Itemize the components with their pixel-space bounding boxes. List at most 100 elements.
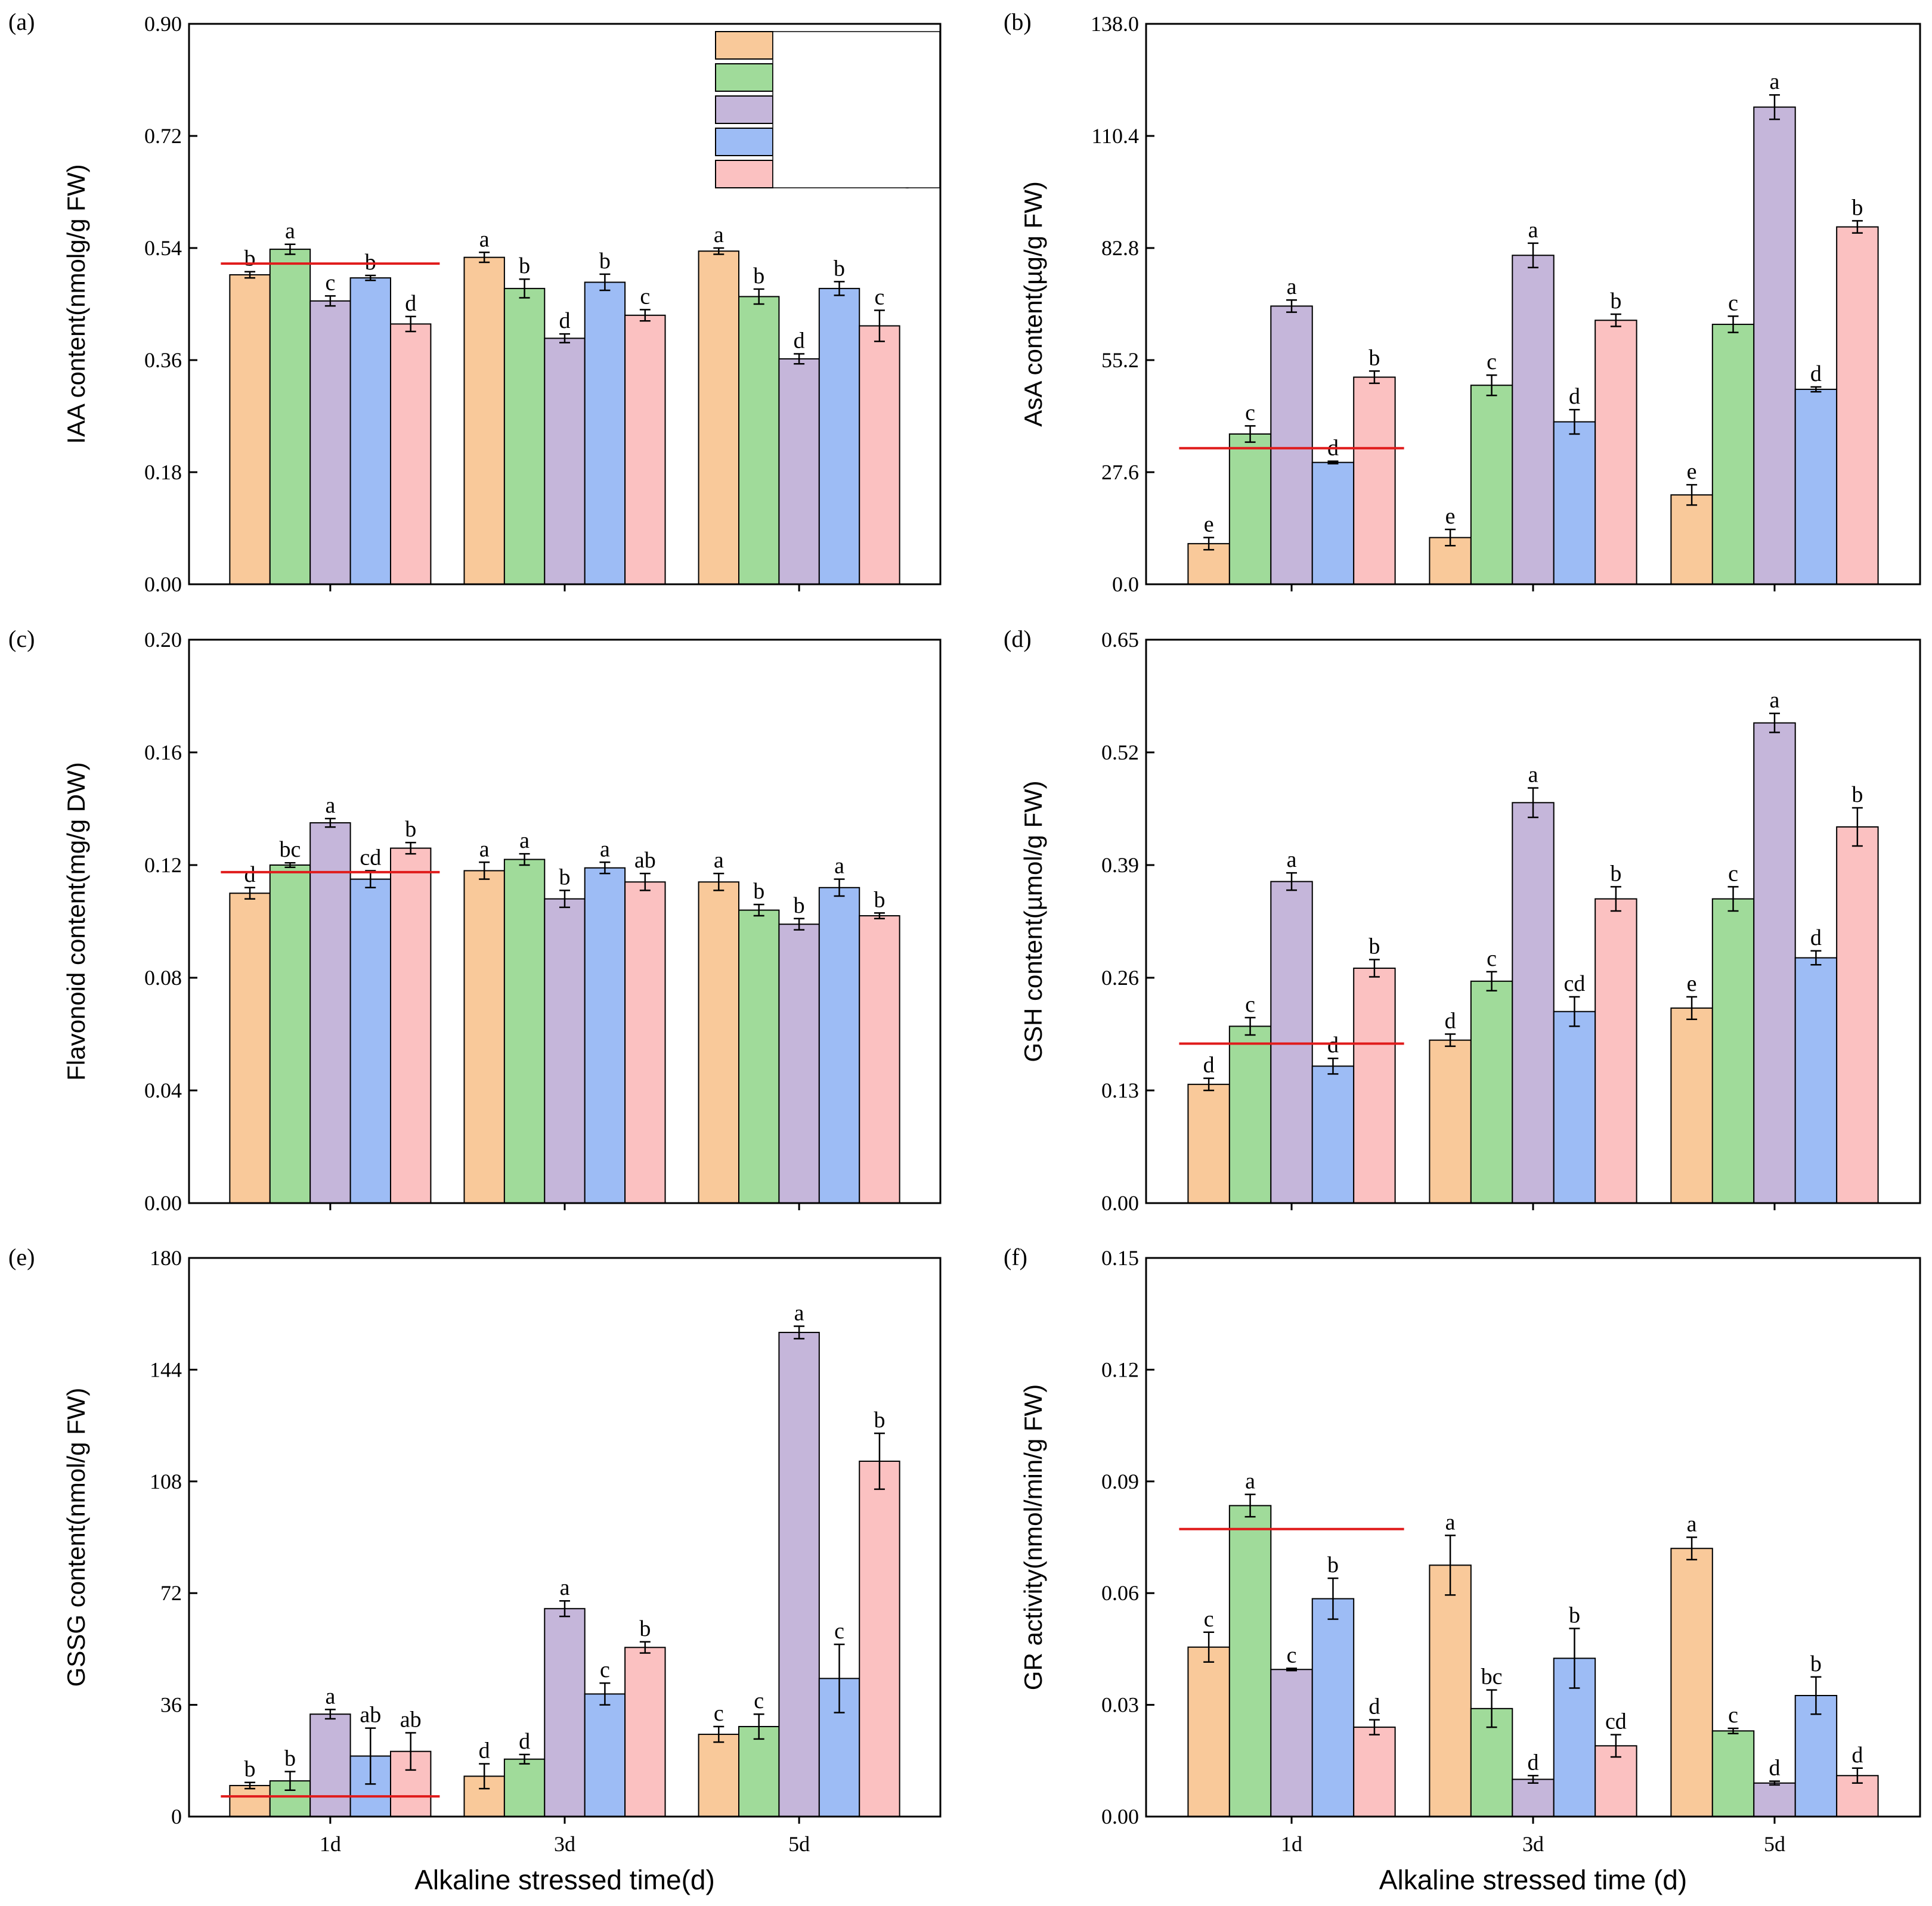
error-bar bbox=[1203, 1631, 1215, 1663]
significance-letter: a bbox=[600, 836, 610, 861]
panel-label: (b) bbox=[1004, 8, 1032, 35]
error-bar bbox=[324, 817, 336, 828]
bar bbox=[624, 881, 666, 1204]
bar bbox=[1836, 226, 1879, 585]
bar bbox=[389, 847, 432, 1204]
error-bar bbox=[1610, 1734, 1621, 1758]
x-tick-label: 1d bbox=[1281, 1832, 1302, 1856]
bar bbox=[1553, 421, 1596, 585]
error-bar bbox=[284, 1771, 296, 1792]
y-tick-label: 0.00 bbox=[144, 572, 182, 596]
y-tick-label: 0.36 bbox=[144, 348, 182, 372]
error-bar bbox=[324, 1709, 336, 1720]
significance-letter: d bbox=[1445, 1009, 1456, 1034]
significance-letter: c bbox=[1487, 946, 1497, 971]
error-bar bbox=[1769, 1780, 1780, 1786]
bar bbox=[503, 287, 546, 585]
y-tick-label: 0.15 bbox=[1101, 1246, 1139, 1270]
significance-letter: b bbox=[244, 246, 256, 271]
significance-letter: b bbox=[365, 250, 376, 275]
y-tick-label: 0.26 bbox=[1101, 966, 1139, 990]
significance-letter: c bbox=[1728, 290, 1738, 315]
significance-letter: c bbox=[1487, 349, 1497, 374]
error-bar bbox=[365, 870, 376, 889]
error-bar bbox=[1368, 1719, 1380, 1735]
error-bar bbox=[1810, 1676, 1822, 1715]
error-bar bbox=[1528, 242, 1538, 268]
bar bbox=[624, 1647, 666, 1817]
bar bbox=[1228, 433, 1272, 585]
legend-frame bbox=[772, 31, 940, 188]
error-bar bbox=[519, 1753, 530, 1765]
error-bar bbox=[365, 274, 376, 281]
error-bar bbox=[1244, 1016, 1256, 1036]
significance-letter: cd bbox=[1564, 971, 1586, 996]
bar bbox=[1311, 1065, 1355, 1204]
error-bar bbox=[1327, 460, 1339, 464]
error-bar bbox=[1686, 484, 1698, 506]
significance-letter: b bbox=[874, 1408, 885, 1433]
bar bbox=[584, 867, 626, 1204]
significance-letter: b bbox=[1852, 782, 1863, 807]
error-bar bbox=[874, 912, 885, 920]
y-tick-label: 108 bbox=[150, 1470, 182, 1493]
x-tick-label: 5d bbox=[788, 1832, 810, 1856]
error-bar bbox=[559, 890, 570, 909]
y-tick-label: 0.90 bbox=[144, 12, 182, 36]
bar bbox=[309, 300, 351, 585]
error-bar bbox=[1686, 996, 1698, 1021]
error-bar bbox=[1445, 1535, 1456, 1596]
significance-letter: bc bbox=[1481, 1665, 1503, 1690]
significance-letter: d bbox=[1528, 1750, 1539, 1775]
bar bbox=[778, 1331, 820, 1817]
bar bbox=[1794, 389, 1838, 585]
significance-letter: b bbox=[753, 264, 764, 289]
bar bbox=[1353, 968, 1396, 1204]
error-bar bbox=[1610, 313, 1621, 327]
bar bbox=[584, 1693, 626, 1818]
error-bar bbox=[1244, 425, 1256, 443]
significance-letter: c bbox=[1728, 1703, 1738, 1728]
significance-letter: b bbox=[405, 817, 416, 842]
bar bbox=[698, 1734, 740, 1817]
bar bbox=[309, 822, 351, 1204]
significance-letter: a bbox=[714, 848, 724, 873]
significance-letter: a bbox=[1770, 69, 1780, 94]
significance-letter: a bbox=[519, 828, 530, 853]
error-bar bbox=[479, 1763, 490, 1790]
y-tick-label: 0.39 bbox=[1101, 853, 1139, 877]
error-bar bbox=[1769, 712, 1780, 733]
bar bbox=[1187, 1646, 1230, 1817]
significance-letter: c bbox=[1245, 992, 1255, 1017]
error-bar bbox=[1203, 1077, 1215, 1092]
bar bbox=[1670, 1007, 1713, 1204]
significance-letter: d bbox=[405, 291, 416, 316]
y-tick-label: 0.00 bbox=[1101, 1191, 1139, 1215]
significance-letter: c bbox=[875, 284, 885, 309]
bar bbox=[544, 337, 586, 585]
error-bar bbox=[1486, 374, 1497, 396]
significance-letter: b bbox=[1569, 1603, 1580, 1628]
y-tick-label: 0.54 bbox=[144, 236, 182, 260]
y-tick-label: 0 bbox=[171, 1805, 182, 1828]
y-tick-label: 180 bbox=[150, 1246, 182, 1270]
bar bbox=[389, 323, 432, 585]
significance-letter: c bbox=[1287, 1642, 1297, 1668]
bar bbox=[1753, 722, 1796, 1204]
error-bar bbox=[244, 887, 256, 900]
panel-label: (e) bbox=[8, 1244, 35, 1270]
error-bar bbox=[1569, 996, 1580, 1027]
bar bbox=[698, 250, 740, 585]
x-axis-label: Alkaline stressed time(d) bbox=[414, 1864, 715, 1895]
legend-swatch bbox=[715, 128, 773, 156]
significance-letter: a bbox=[794, 1301, 804, 1326]
y-axis-label: AsA content(µg/g FW) bbox=[1019, 181, 1047, 427]
error-bar bbox=[1286, 872, 1298, 891]
error-bar bbox=[1327, 1057, 1339, 1075]
significance-letter: c bbox=[640, 284, 650, 309]
significance-letter: b bbox=[519, 253, 530, 278]
bar bbox=[229, 892, 271, 1204]
significance-letter: c bbox=[325, 270, 335, 295]
